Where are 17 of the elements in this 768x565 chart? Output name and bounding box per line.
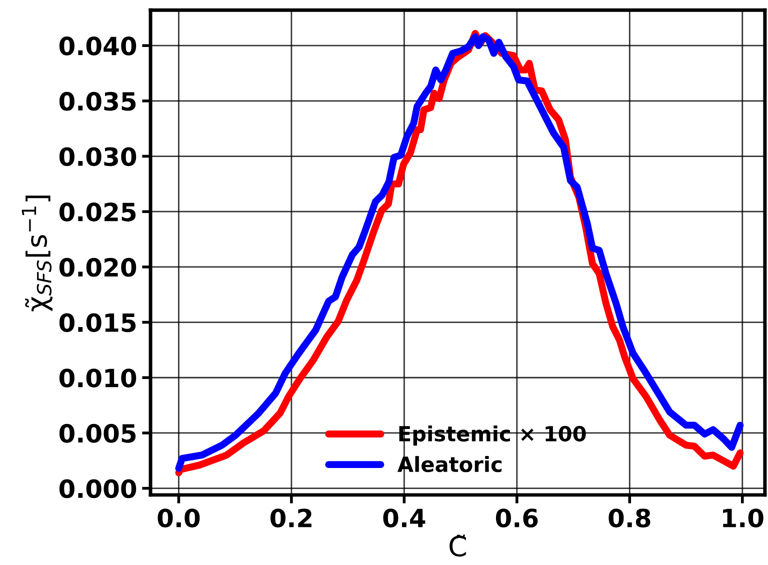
x-axis-title: C̃	[450, 534, 466, 557]
y-tick-label: 0.025	[59, 202, 136, 222]
y-tick-label: 0.005	[59, 424, 136, 443]
x-tick-label: 0.6	[496, 508, 538, 528]
x-tick-label: 0.2	[270, 508, 312, 528]
x-tick-label: 0.0	[158, 508, 200, 528]
y-tick-label: 0.035	[59, 92, 136, 111]
y-axis-title: χ̃$_{SFS}$[s$^{−1}$]	[22, 196, 52, 312]
x-tick-label: 0.8	[608, 508, 650, 528]
y-tick-label: 0.030	[59, 147, 136, 166]
x-tick-label: 1.0	[723, 508, 764, 528]
y-tick-label: 0.015	[59, 313, 136, 332]
y-tick-label: 0.010	[59, 368, 136, 388]
y-tick-label: 0.020	[59, 258, 136, 277]
y-tick-label: 0.040	[59, 36, 136, 56]
x-tick-label: 0.4	[383, 508, 426, 528]
y-tick-label: 0.000	[59, 479, 136, 498]
